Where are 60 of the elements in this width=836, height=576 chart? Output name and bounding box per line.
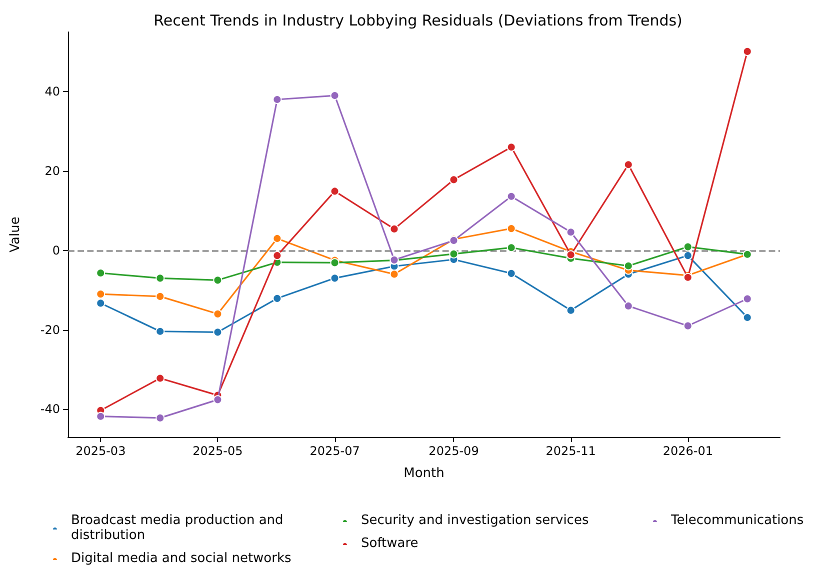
x-tick-label: 2025-09 bbox=[428, 444, 479, 458]
point bbox=[213, 328, 222, 337]
point bbox=[566, 250, 576, 260]
point bbox=[213, 395, 222, 404]
point bbox=[742, 294, 752, 304]
y-tick-label: -40 bbox=[40, 402, 60, 416]
point bbox=[156, 292, 165, 301]
chart-title: Recent Trends in Industry Lobbying Residuals (Deviations from Trends) bbox=[154, 12, 682, 30]
point bbox=[272, 294, 282, 303]
point bbox=[330, 186, 340, 196]
point bbox=[624, 160, 633, 170]
y-tick-label: 20 bbox=[44, 164, 60, 178]
x-tick-label: 2025-03 bbox=[76, 444, 126, 458]
point bbox=[272, 234, 282, 243]
point bbox=[390, 224, 399, 234]
point bbox=[96, 290, 106, 299]
x-tick-label: 2025-11 bbox=[546, 444, 596, 458]
point bbox=[566, 306, 576, 315]
point bbox=[742, 312, 752, 322]
point bbox=[272, 95, 282, 104]
point bbox=[449, 249, 458, 258]
point bbox=[742, 46, 752, 56]
point bbox=[506, 224, 516, 234]
y-tick-label: -20 bbox=[40, 322, 60, 337]
point bbox=[683, 242, 692, 252]
legend-label: Broadcast media production and distribution bbox=[71, 513, 288, 543]
legend-label: Telecommunications bbox=[670, 513, 804, 528]
x-tick-label: 2025-07 bbox=[310, 444, 360, 458]
point bbox=[156, 274, 165, 283]
point bbox=[506, 192, 516, 201]
x-tick-label: 2026-01 bbox=[662, 444, 713, 458]
point bbox=[624, 301, 633, 310]
point bbox=[330, 258, 340, 268]
point bbox=[683, 321, 692, 330]
x-tick-label: 2025-05 bbox=[192, 444, 243, 458]
point bbox=[624, 261, 633, 270]
point bbox=[96, 298, 106, 308]
point bbox=[330, 274, 340, 283]
point bbox=[272, 251, 282, 260]
point bbox=[683, 251, 692, 260]
point bbox=[566, 228, 576, 237]
y-axis-title: Value bbox=[8, 216, 23, 252]
point bbox=[506, 243, 516, 252]
point bbox=[156, 413, 165, 422]
point bbox=[390, 270, 399, 279]
legend-label: Security and investigation services bbox=[361, 513, 589, 528]
x-axis-title: Month bbox=[404, 466, 444, 481]
y-tick-label: 40 bbox=[44, 84, 60, 99]
y-tick-label: 0 bbox=[52, 243, 60, 258]
point bbox=[506, 142, 516, 152]
point bbox=[213, 309, 222, 318]
point bbox=[213, 276, 222, 285]
legend-label: Digital media and social networks bbox=[71, 551, 292, 566]
point bbox=[449, 175, 458, 184]
point bbox=[156, 374, 165, 383]
point bbox=[330, 91, 340, 100]
point bbox=[156, 326, 165, 336]
legend-label: Software bbox=[361, 536, 418, 551]
point bbox=[506, 268, 516, 278]
point bbox=[96, 412, 106, 421]
